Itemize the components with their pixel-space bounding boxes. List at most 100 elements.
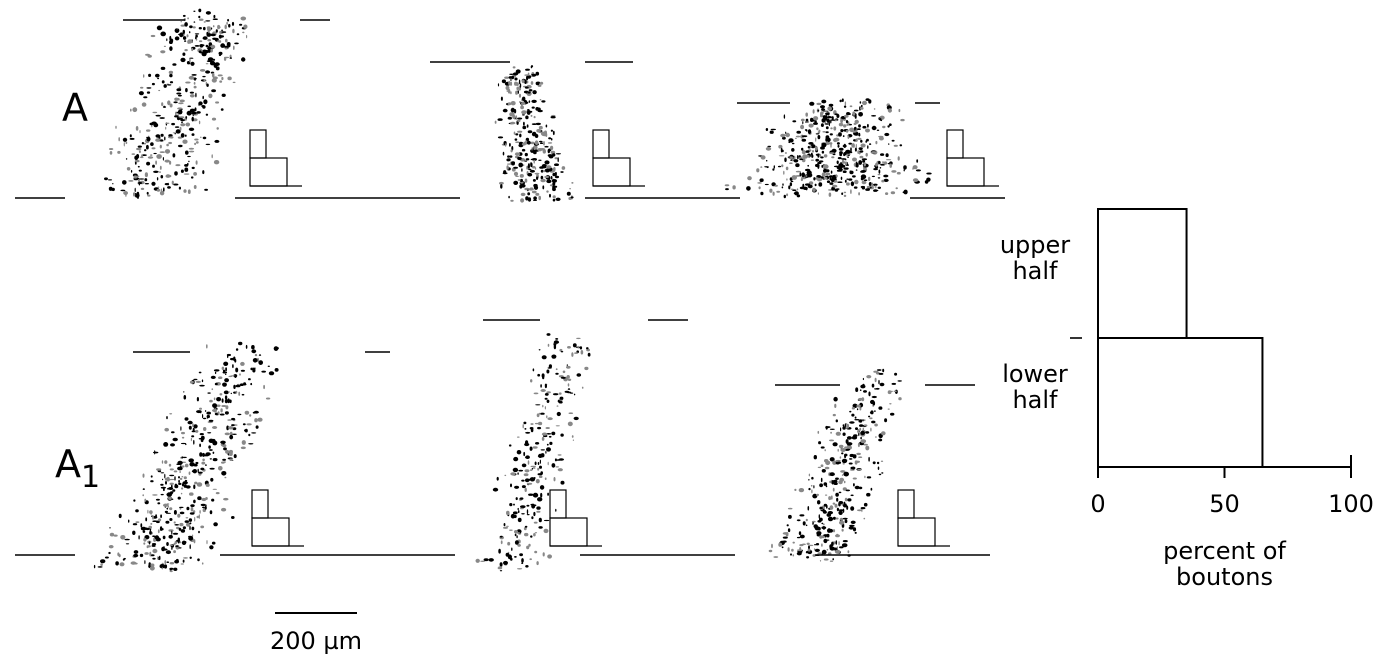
bouton: [212, 458, 218, 462]
bouton: [561, 166, 566, 170]
bouton: [125, 543, 130, 545]
bouton: [160, 50, 166, 54]
bouton: [520, 198, 525, 203]
bouton: [862, 159, 866, 163]
bouton: [540, 389, 546, 392]
bouton: [805, 118, 809, 122]
bouton: [882, 161, 884, 164]
bouton: [182, 52, 186, 56]
bouton: [151, 543, 157, 546]
bouton: [142, 488, 145, 490]
bouton: [531, 147, 533, 151]
bouton: [521, 110, 527, 115]
bouton: [166, 561, 170, 563]
bouton: [189, 25, 193, 29]
bouton: [174, 97, 180, 101]
bouton: [566, 364, 568, 366]
bouton: [189, 512, 195, 515]
bouton: [772, 168, 775, 171]
bouton: [838, 122, 844, 127]
bouton: [820, 156, 824, 159]
bouton: [164, 460, 168, 464]
bouton: [198, 40, 203, 43]
bouton: [806, 542, 810, 545]
bouton: [513, 503, 515, 506]
bouton: [756, 168, 760, 173]
bouton: [852, 157, 857, 162]
bouton: [165, 512, 171, 514]
bouton: [136, 191, 140, 196]
bouton: [517, 119, 521, 123]
bouton: [211, 72, 215, 78]
bouton: [521, 79, 525, 84]
bouton: [130, 561, 137, 565]
bouton: [524, 79, 527, 84]
bouton: [571, 182, 574, 184]
bouton: [147, 509, 149, 514]
bouton: [175, 111, 177, 117]
bouton: [213, 160, 220, 165]
bouton: [529, 558, 532, 561]
bouton: [248, 443, 254, 445]
bouton: [805, 183, 811, 186]
bouton: [817, 161, 822, 165]
bouton: [531, 503, 536, 509]
bouton: [863, 517, 866, 520]
bouton: [724, 184, 730, 187]
bouton: [817, 552, 822, 555]
bouton: [159, 144, 162, 149]
bouton: [179, 522, 184, 527]
bouton: [537, 84, 542, 87]
bouton: [514, 109, 517, 114]
bouton: [819, 560, 822, 562]
bouton: [827, 106, 832, 111]
bouton: [525, 196, 529, 201]
bouton: [167, 84, 172, 86]
bouton: [203, 427, 207, 431]
bouton: [165, 481, 167, 485]
bouton: [567, 421, 573, 427]
bouton: [231, 417, 236, 421]
bouton: [792, 120, 797, 123]
bouton: [852, 477, 857, 480]
bouton: [757, 182, 762, 184]
bouton: [196, 410, 202, 414]
bouton: [785, 131, 787, 134]
bouton: [160, 66, 166, 70]
bouton: [532, 467, 536, 469]
bouton: [178, 527, 182, 531]
bouton: [816, 531, 822, 536]
bouton: [231, 516, 235, 519]
bouton: [871, 186, 875, 188]
bouton: [209, 449, 213, 451]
bouton: [807, 129, 812, 135]
bouton: [826, 548, 829, 551]
bouton: [185, 81, 191, 84]
bouton: [546, 165, 552, 169]
bouton: [220, 108, 224, 111]
bouton: [532, 492, 539, 498]
bouton: [235, 384, 241, 388]
bouton: [530, 379, 533, 383]
bouton: [781, 546, 784, 549]
bouton: [223, 57, 227, 61]
bouton: [172, 532, 179, 535]
bouton: [537, 109, 543, 113]
bouton: [539, 142, 544, 144]
bouton: [212, 403, 218, 408]
bouton: [849, 105, 853, 108]
bouton: [540, 384, 542, 388]
bouton: [862, 419, 864, 422]
bouton: [806, 556, 810, 559]
bouton: [241, 362, 243, 365]
bouton: [193, 499, 196, 504]
bouton: [571, 352, 574, 357]
bouton: [772, 191, 775, 196]
bouton: [252, 358, 258, 363]
bouton: [548, 176, 551, 180]
bouton: [529, 427, 534, 430]
bouton: [104, 556, 109, 559]
bouton: [759, 178, 764, 182]
bouton: [198, 471, 203, 474]
bouton: [878, 473, 882, 476]
